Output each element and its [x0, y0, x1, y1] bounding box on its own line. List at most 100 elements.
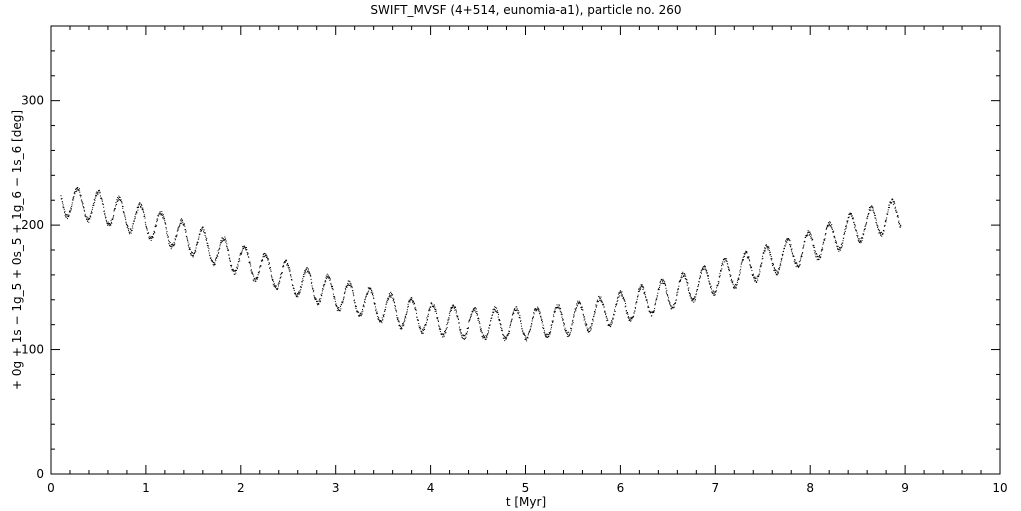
data-point	[671, 305, 673, 307]
data-point	[898, 223, 900, 225]
data-point	[259, 265, 261, 267]
data-point	[882, 233, 884, 235]
data-point	[241, 249, 243, 251]
data-point	[573, 315, 575, 317]
data-point	[816, 253, 818, 255]
data-point	[806, 235, 808, 237]
data-point	[549, 332, 551, 334]
data-point	[235, 272, 237, 274]
data-point	[333, 296, 335, 298]
data-point	[626, 313, 628, 315]
data-point	[553, 310, 555, 312]
data-point	[582, 313, 584, 315]
data-point	[84, 213, 86, 215]
data-point	[714, 294, 716, 296]
data-point	[438, 328, 440, 330]
data-point	[564, 327, 566, 329]
data-point	[584, 323, 586, 325]
data-point	[737, 280, 739, 282]
data-point	[627, 316, 629, 318]
data-point	[403, 321, 405, 323]
data-point	[703, 266, 705, 268]
data-point	[412, 301, 414, 303]
data-point	[498, 320, 500, 322]
data-point	[398, 319, 400, 321]
data-point	[448, 317, 450, 319]
data-point	[548, 331, 550, 333]
data-point	[555, 306, 557, 308]
data-point	[478, 318, 480, 320]
data-point	[381, 320, 383, 322]
data-point	[151, 236, 153, 237]
data-point	[386, 299, 388, 301]
data-point	[435, 310, 437, 312]
data-point	[854, 225, 856, 227]
data-point	[508, 332, 510, 334]
data-point	[724, 261, 726, 263]
data-point	[175, 236, 177, 238]
data-point	[293, 288, 295, 290]
data-point	[513, 312, 515, 314]
data-point	[144, 215, 146, 217]
data-point	[596, 299, 598, 301]
data-point	[584, 321, 586, 323]
data-point	[782, 255, 784, 257]
data-point	[164, 220, 166, 222]
data-point	[441, 334, 443, 336]
data-point	[275, 285, 277, 287]
data-point	[836, 245, 838, 247]
data-point	[121, 205, 123, 207]
data-point	[127, 224, 129, 226]
data-point	[318, 303, 320, 305]
data-point	[301, 284, 303, 286]
data-point	[667, 294, 669, 296]
data-point	[316, 303, 318, 305]
data-point	[341, 301, 343, 303]
data-point	[279, 277, 281, 279]
data-point	[202, 226, 204, 228]
data-point	[219, 245, 221, 247]
data-point	[271, 277, 273, 279]
data-point	[506, 335, 508, 337]
data-point	[150, 239, 152, 241]
data-point	[779, 263, 781, 265]
data-point	[720, 270, 722, 272]
data-point	[876, 224, 878, 226]
data-point	[312, 291, 314, 293]
data-point	[782, 254, 784, 256]
data-point	[233, 270, 235, 272]
data-point	[655, 302, 657, 304]
data-point	[72, 198, 74, 200]
data-point	[295, 293, 297, 295]
data-point	[597, 301, 599, 303]
data-point	[532, 316, 534, 318]
data-point	[479, 323, 481, 325]
data-point	[629, 317, 631, 319]
data-point	[434, 308, 436, 310]
data-point	[233, 270, 235, 272]
data-point	[625, 305, 627, 307]
data-point	[273, 285, 275, 287]
data-point	[693, 298, 695, 300]
data-point	[735, 287, 737, 289]
data-point	[267, 258, 269, 260]
data-point	[101, 198, 103, 200]
data-point	[492, 312, 494, 314]
data-point	[831, 224, 833, 226]
data-point	[373, 303, 375, 305]
data-point	[509, 330, 511, 332]
data-point	[661, 280, 663, 282]
data-point	[311, 281, 313, 283]
data-point	[713, 293, 715, 295]
data-point	[687, 282, 689, 284]
data-point	[848, 217, 849, 219]
data-point	[898, 220, 900, 222]
data-point	[102, 204, 104, 206]
data-point	[562, 322, 564, 324]
data-point	[107, 224, 109, 226]
data-point	[515, 306, 517, 308]
data-point	[176, 235, 178, 237]
data-point	[395, 310, 397, 312]
data-point	[887, 213, 889, 215]
data-point	[559, 310, 561, 312]
